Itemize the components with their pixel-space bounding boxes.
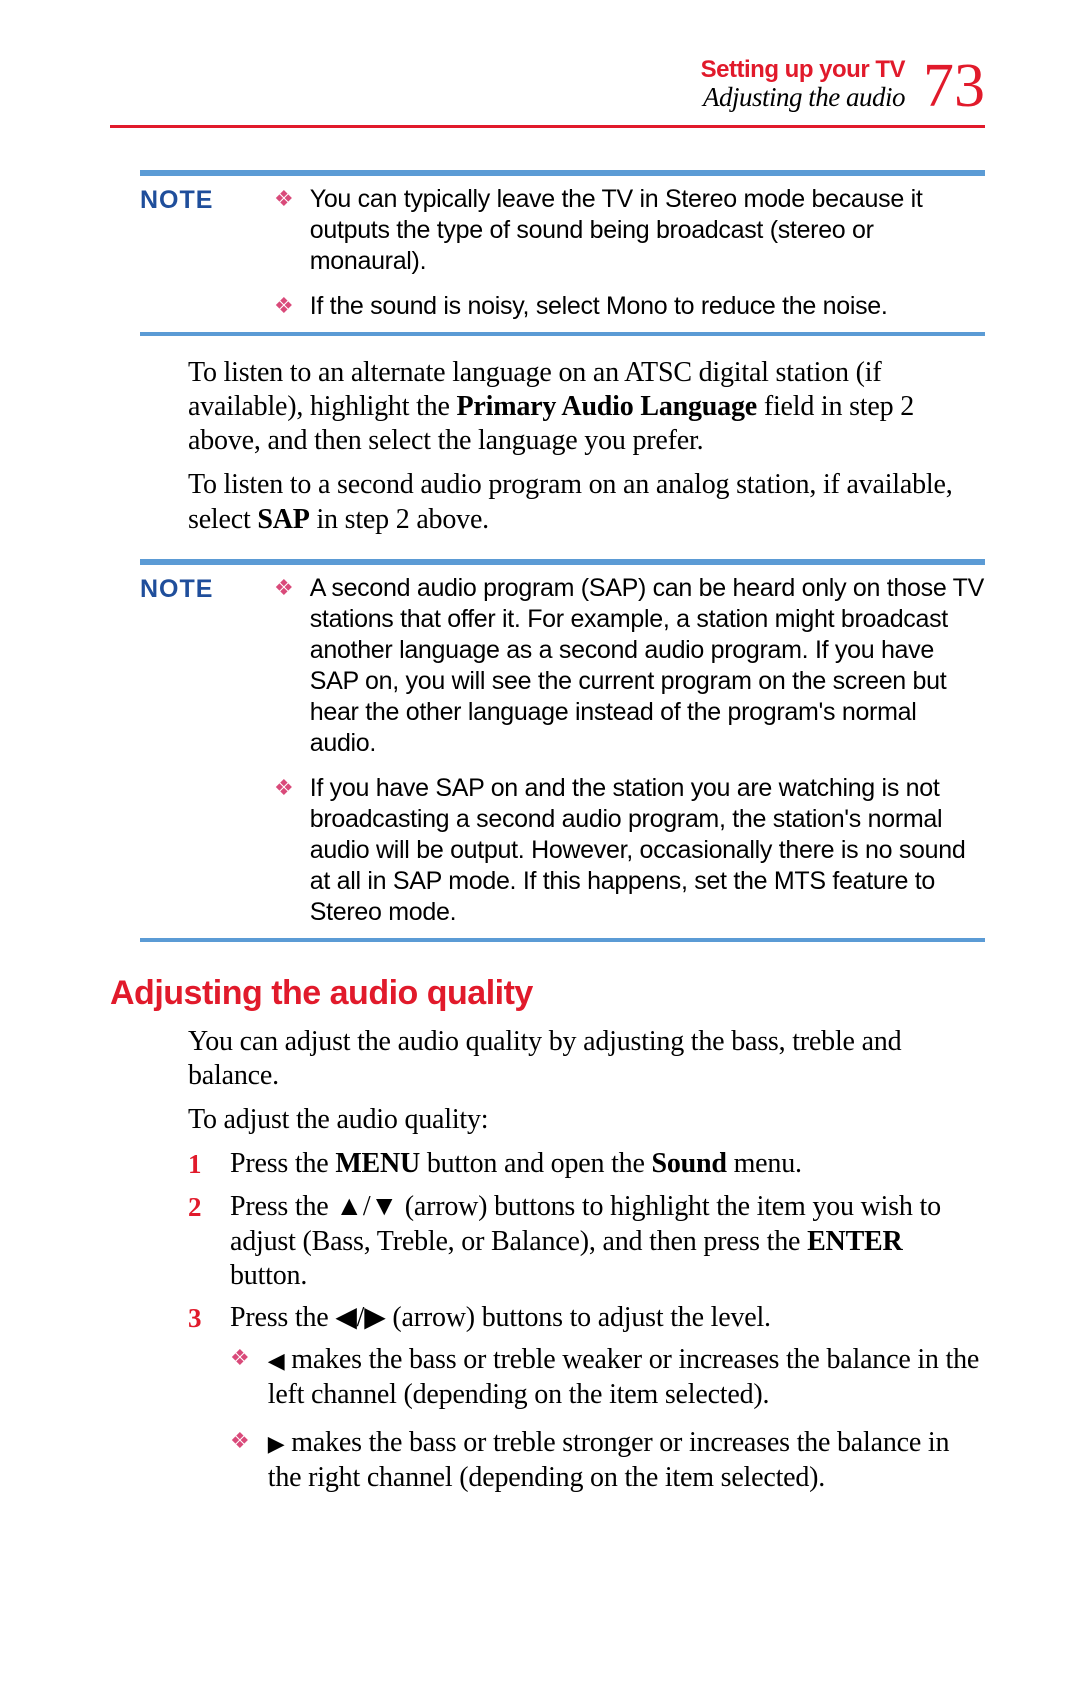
step-number: 1	[188, 1147, 210, 1182]
text-bold: SAP	[257, 504, 309, 535]
paragraph: To listen to an alternate language on an…	[188, 356, 985, 458]
text-run: menu.	[727, 1148, 802, 1179]
note-row: NOTE ❖ You can typically leave the TV in…	[140, 176, 985, 332]
page: Setting up your TV Adjusting the audio 7…	[0, 0, 1080, 1682]
body-paragraphs-1: To listen to an alternate language on an…	[188, 356, 985, 537]
body-paragraphs-2: You can adjust the audio quality by adju…	[188, 1025, 985, 1137]
step-item: 2 Press the ▲/▼ (arrow) buttons to highl…	[188, 1190, 985, 1292]
sub-text: ▶ makes the bass or treble stronger or i…	[268, 1426, 985, 1495]
note-item: ❖ You can typically leave the TV in Ster…	[274, 184, 985, 277]
sub-text: ◀ makes the bass or treble weaker or inc…	[268, 1343, 985, 1412]
note-text: You can typically leave the TV in Stereo…	[310, 184, 985, 277]
diamond-icon: ❖	[274, 573, 294, 603]
note-text: A second audio program (SAP) can be hear…	[310, 573, 985, 759]
left-arrow-icon: ◀	[268, 1348, 285, 1373]
note-bullets: ❖ You can typically leave the TV in Ster…	[274, 184, 985, 322]
diamond-icon: ❖	[230, 1426, 250, 1495]
note-bullets: ❖ A second audio program (SAP) can be he…	[274, 573, 985, 928]
text-bold: MENU	[335, 1148, 420, 1179]
step-content: Press the ◀/▶ (arrow) buttons to adjust …	[230, 1301, 985, 1495]
diamond-icon: ❖	[230, 1343, 250, 1412]
note-item: ❖ A second audio program (SAP) can be he…	[274, 573, 985, 759]
note-rule-bottom	[140, 332, 985, 336]
note-rule-bottom	[140, 938, 985, 942]
step-item: 3 Press the ◀/▶ (arrow) buttons to adjus…	[188, 1301, 985, 1495]
text-bold: ENTER	[807, 1226, 902, 1257]
note-row: NOTE ❖ A second audio program (SAP) can …	[140, 565, 985, 938]
note-label: NOTE	[140, 184, 250, 215]
diamond-icon: ❖	[274, 773, 294, 803]
step-number: 2	[188, 1190, 210, 1292]
text-bold: Primary Audio Language	[457, 391, 758, 422]
note-text: If the sound is noisy, select Mono to re…	[310, 291, 888, 322]
text-run: makes the bass or treble stronger or inc…	[268, 1427, 950, 1493]
section-heading: Adjusting the audio quality	[110, 974, 985, 1013]
step-content: Press the ▲/▼ (arrow) buttons to highlig…	[230, 1190, 985, 1292]
paragraph: To listen to a second audio program on a…	[188, 468, 985, 536]
text-run: makes the bass or treble weaker or incre…	[268, 1344, 979, 1410]
right-arrow-icon: ▶	[268, 1431, 285, 1456]
step-content: Press the MENU button and open the Sound…	[230, 1147, 985, 1182]
step-item: 1 Press the MENU button and open the Sou…	[188, 1147, 985, 1182]
text-run: in step 2 above.	[310, 504, 489, 535]
step-text: Press the ▲/▼ (arrow) buttons to highlig…	[230, 1191, 941, 1290]
step-number: 3	[188, 1301, 210, 1495]
page-header: Setting up your TV Adjusting the audio 7…	[110, 55, 985, 117]
note-block-2: NOTE ❖ A second audio program (SAP) can …	[140, 559, 985, 942]
note-label: NOTE	[140, 573, 250, 604]
paragraph: To adjust the audio quality:	[188, 1103, 985, 1137]
paragraph: You can adjust the audio quality by adju…	[188, 1025, 985, 1093]
diamond-icon: ❖	[274, 184, 294, 214]
step-text: Press the ◀/▶ (arrow) buttons to adjust …	[230, 1302, 771, 1333]
page-number: 73	[923, 55, 985, 117]
numbered-steps: 1 Press the MENU button and open the Sou…	[188, 1147, 985, 1495]
sub-bullet-item: ❖ ◀ makes the bass or treble weaker or i…	[230, 1343, 985, 1412]
text-run: Press the	[230, 1148, 335, 1179]
text-run: button.	[230, 1260, 307, 1291]
header-titles: Setting up your TV Adjusting the audio	[701, 57, 905, 117]
step-text: Press the MENU button and open the Sound…	[230, 1148, 802, 1179]
chapter-title: Setting up your TV	[701, 57, 905, 82]
header-rule	[110, 125, 985, 128]
sub-bullets: ❖ ◀ makes the bass or treble weaker or i…	[230, 1343, 985, 1495]
note-text: If you have SAP on and the station you a…	[310, 773, 985, 928]
note-item: ❖ If the sound is noisy, select Mono to …	[274, 291, 985, 322]
diamond-icon: ❖	[274, 291, 294, 321]
note-item: ❖ If you have SAP on and the station you…	[274, 773, 985, 928]
text-bold: Sound	[652, 1148, 727, 1179]
note-block-1: NOTE ❖ You can typically leave the TV in…	[140, 170, 985, 336]
text-run: button and open the	[420, 1148, 651, 1179]
section-title: Adjusting the audio	[703, 82, 905, 113]
sub-bullet-item: ❖ ▶ makes the bass or treble stronger or…	[230, 1426, 985, 1495]
